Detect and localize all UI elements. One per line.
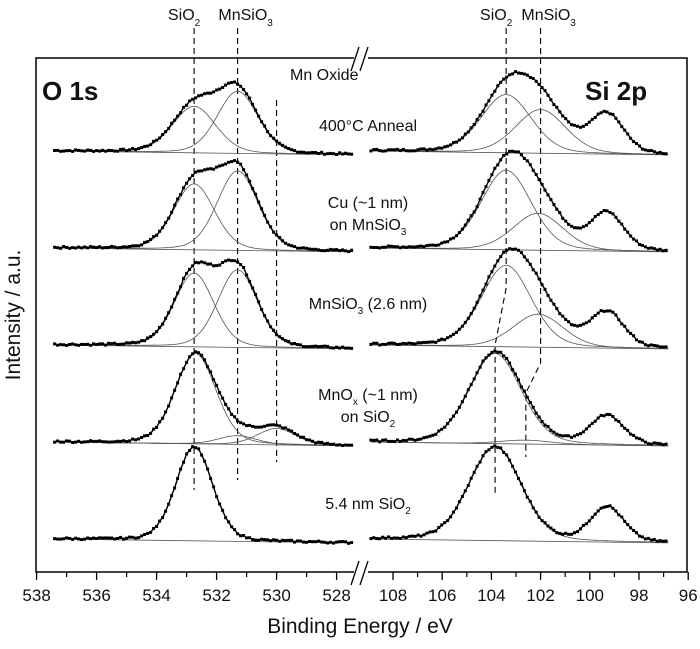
data-series-si2p — [369, 149, 668, 253]
label-text: on MnSiO — [330, 217, 401, 234]
reference-line-sio2 — [494, 28, 507, 493]
tick-label: 108 — [379, 586, 407, 605]
tick-label: 96 — [679, 586, 698, 605]
break-mark — [350, 46, 360, 72]
fit-component-mnsio3 — [370, 109, 668, 155]
data-series-o1s — [53, 258, 354, 350]
spectra — [53, 70, 669, 545]
y-axis-title: Intensity / a.u. — [2, 250, 25, 381]
break-gap-bottom — [354, 564, 368, 580]
top-peak-label: SiO2 — [480, 7, 513, 29]
sample-label: on MnSiO3​ — [330, 217, 407, 238]
tick-label: 538 — [22, 586, 50, 605]
data-line — [370, 445, 667, 542]
sample-label: Cu (~1 nm) — [328, 195, 408, 212]
label-subscript: 2 — [195, 18, 201, 29]
x-axis-title: Binding Energy / eV — [267, 615, 453, 638]
label-subscript: x — [353, 397, 358, 408]
sample-label: 400°C Anneal — [319, 118, 417, 135]
tick-label: 532 — [202, 586, 230, 605]
label-subscript: 3 — [358, 306, 364, 317]
fit-component-sio2 — [370, 446, 668, 543]
data-series-o1s — [53, 80, 354, 156]
mn-oxide-label: Mn Oxide — [290, 67, 359, 84]
label-text: (~1 nm) — [358, 387, 418, 404]
data-line — [54, 259, 352, 350]
label-subscript: 3 — [570, 18, 576, 29]
tick-label: 536 — [82, 586, 110, 605]
sample-label: MnSiO3​ (2.6 nm) — [309, 296, 427, 317]
fit-component-sio2 — [54, 353, 354, 446]
top-peak-label: MnSiO3 — [521, 7, 576, 29]
label-text: MnO — [318, 387, 353, 404]
tick-label: 98 — [630, 586, 649, 605]
break-gap-top — [354, 50, 368, 66]
data-series-si2p — [369, 247, 668, 349]
panel-title-o1s: O 1s — [42, 76, 98, 106]
tick-label: 106 — [428, 586, 456, 605]
data-series-si2p — [369, 70, 668, 156]
tick-label: 528 — [322, 586, 350, 605]
fit-component-mnsio3 — [370, 212, 668, 252]
annotations: O 1s Si 2p Mn Oxide Binding Energy / eV … — [2, 7, 647, 638]
label-text: MnSiO — [309, 296, 358, 313]
data-series-o1s — [53, 350, 354, 447]
axis-break-marks — [350, 46, 369, 586]
tick-label: 530 — [262, 586, 290, 605]
break-mark — [359, 46, 369, 72]
label-text: MnSiO — [521, 7, 570, 24]
break-mark — [350, 560, 360, 586]
tick-label: 102 — [526, 586, 554, 605]
top-peak-label: MnSiO3 — [218, 7, 273, 29]
label-text: on SiO — [341, 409, 390, 426]
tick-label: 534 — [142, 586, 170, 605]
sample-label: on SiO2​ — [341, 409, 396, 430]
sample-label: 5.4 nm SiO2​ — [325, 496, 411, 517]
data-line — [370, 247, 667, 348]
fit-component-mn-oxide — [54, 427, 354, 447]
background-line — [370, 538, 669, 544]
label-text: 5.4 nm SiO — [325, 496, 405, 513]
x-axis-ticks: 538 536 534 532 530 528 108 106 104 102 100 98 96 — [22, 572, 698, 605]
label-subscript: 3 — [267, 18, 273, 29]
break-mark — [359, 560, 369, 586]
panel-title-si2p: Si 2p — [585, 76, 647, 106]
data-line — [370, 350, 667, 446]
data-line — [54, 159, 352, 253]
fit-component-sio2 — [370, 169, 668, 252]
fit-component-mnsio3 — [54, 90, 354, 155]
data-line — [54, 81, 352, 156]
label-subscript: 2 — [390, 419, 396, 430]
data-line — [370, 70, 667, 155]
fit-component-sio2 — [54, 183, 354, 253]
label-text: SiO — [168, 7, 195, 24]
reference-line-mnsio3 — [525, 28, 542, 457]
fit-component-mnsio3 — [370, 439, 668, 447]
label-text: (2.6 nm) — [363, 296, 427, 313]
label-text: SiO — [480, 7, 507, 24]
label-subscript: 2 — [507, 18, 513, 29]
data-series-si2p — [369, 444, 668, 543]
label-subscript: 3 — [401, 227, 407, 238]
data-line — [54, 445, 352, 545]
data-line — [370, 150, 667, 252]
fit-component-mnsio3 — [54, 170, 354, 252]
fit-component-sio2 — [54, 105, 354, 156]
reference-lines — [193, 28, 542, 493]
top-peak-label: SiO2 — [168, 7, 201, 29]
label-text: MnSiO — [218, 7, 267, 24]
label-text: Cu (~1 nm) — [328, 195, 408, 212]
data-series-o1s — [53, 445, 354, 545]
data-series-o1s — [53, 159, 354, 254]
data-line — [54, 351, 352, 447]
tick-label: 104 — [477, 586, 505, 605]
label-text: 400°C Anneal — [319, 118, 417, 135]
fit-component-mnsio3 — [370, 313, 668, 349]
sample-label: MnOx​ (~1 nm) — [318, 387, 418, 408]
data-series-si2p — [369, 349, 668, 447]
label-subscript: 2 — [405, 506, 411, 517]
tick-label: 100 — [576, 586, 604, 605]
